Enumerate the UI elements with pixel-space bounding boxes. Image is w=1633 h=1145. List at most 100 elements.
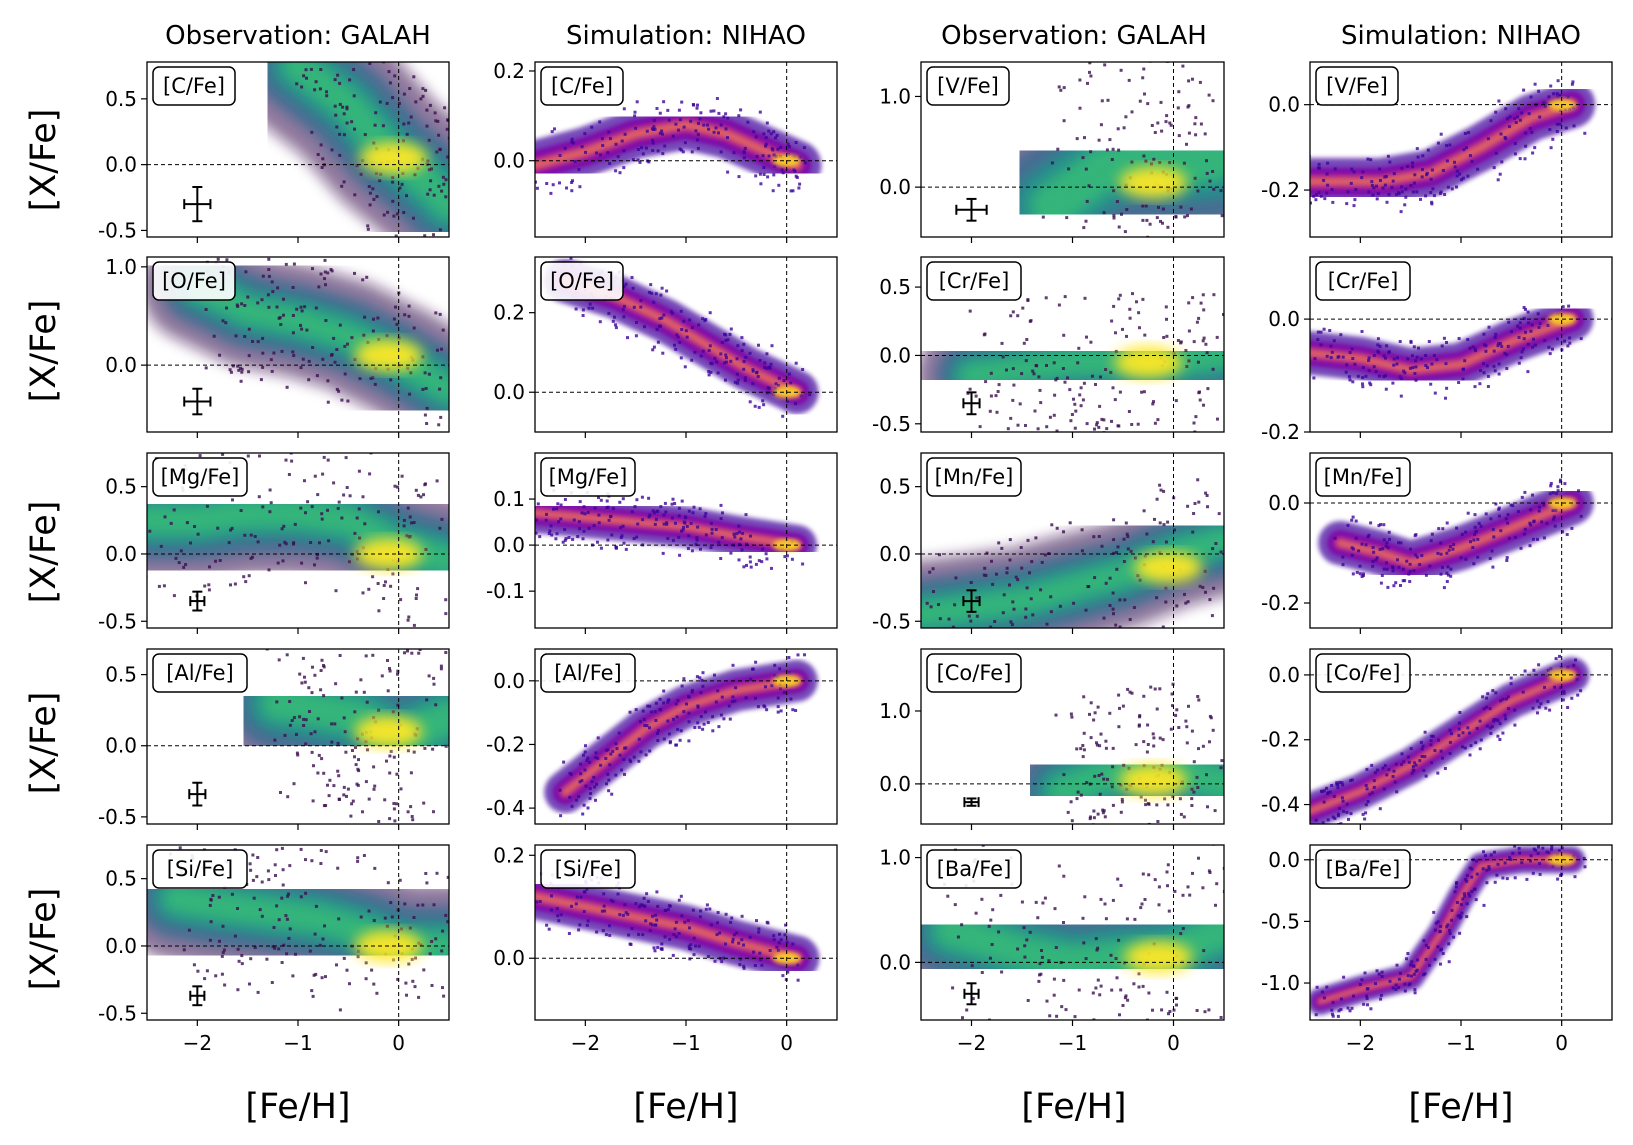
density-speckle xyxy=(1190,729,1194,733)
density-speckle xyxy=(430,984,434,987)
density-speckle xyxy=(1520,495,1524,499)
density-speckle xyxy=(1031,613,1035,617)
panel-label-box xyxy=(152,457,248,497)
density-speckle xyxy=(1214,903,1217,907)
density-speckle xyxy=(1220,214,1224,218)
density-speckle xyxy=(1019,546,1023,549)
density-speckle xyxy=(412,326,416,330)
density-speckle xyxy=(246,454,250,458)
density-speckle xyxy=(313,730,317,734)
density-speckle xyxy=(687,509,691,513)
density-speckle xyxy=(1516,115,1519,119)
density-speckle xyxy=(1518,157,1522,161)
density-speckle xyxy=(1413,988,1417,992)
density-speckle xyxy=(682,526,685,529)
density-speckle xyxy=(764,685,767,689)
density-speckle xyxy=(1427,340,1431,343)
density-speckle xyxy=(1075,797,1079,801)
density-speckle xyxy=(1419,357,1423,361)
density-speckle xyxy=(428,188,432,192)
density-speckle xyxy=(303,675,306,679)
density-speckle xyxy=(444,195,448,199)
density-speckle xyxy=(643,325,646,329)
density-speckle xyxy=(327,794,331,798)
density-speckle xyxy=(1445,571,1449,575)
y-tick-label: -0.4 xyxy=(1261,793,1300,817)
density-speckle xyxy=(1174,399,1178,403)
density-speckle xyxy=(387,70,391,74)
density-speckle xyxy=(701,671,705,675)
density-speckle xyxy=(1141,984,1145,988)
density-speckle xyxy=(1150,124,1154,127)
density-speckle xyxy=(596,736,600,740)
density-speckle xyxy=(364,654,368,658)
density-speckle xyxy=(1116,241,1119,244)
density-speckle xyxy=(1378,807,1382,811)
density-speckle xyxy=(291,350,295,354)
density-speckle xyxy=(217,895,221,899)
y-tick-label: 0.1 xyxy=(493,487,525,511)
density-speckle xyxy=(582,890,586,894)
density-speckle xyxy=(978,645,981,648)
density-speckle xyxy=(1570,82,1574,86)
density-speckle xyxy=(1399,394,1403,398)
density-speckle xyxy=(549,908,553,912)
density-speckle xyxy=(300,681,304,685)
density-speckle xyxy=(1058,604,1062,608)
density-speckle xyxy=(699,354,703,358)
density-speckle xyxy=(378,100,382,104)
density-speckle xyxy=(745,563,748,567)
density-speckle xyxy=(622,149,626,153)
density-speckle xyxy=(1053,393,1057,397)
density-speckle xyxy=(565,186,568,190)
density-speckle xyxy=(402,122,406,126)
density-speckle xyxy=(585,759,589,762)
panel-nihao-co: 0.0-0.2-0.4[Co/Fe] xyxy=(1261,648,1613,830)
density-speckle xyxy=(621,524,625,528)
density-speckle xyxy=(989,918,993,922)
density-speckle xyxy=(1503,861,1507,865)
density-speckle xyxy=(769,362,773,366)
y-tick-label: 0.5 xyxy=(105,867,137,891)
density-speckle xyxy=(982,573,986,577)
density-speckle xyxy=(260,298,264,302)
density-speckle xyxy=(1161,738,1165,742)
density-speckle xyxy=(1137,972,1141,976)
density-speckle xyxy=(772,934,776,938)
density-speckle xyxy=(535,531,538,535)
density-speckle xyxy=(1155,216,1159,220)
density-speckle xyxy=(1532,847,1536,851)
density-speckle xyxy=(744,355,748,359)
density-speckle xyxy=(1136,574,1140,578)
density-speckle xyxy=(362,690,366,694)
density-speckle xyxy=(1206,387,1210,391)
density-speckle xyxy=(404,981,408,985)
density-speckle xyxy=(353,755,356,759)
density-speckle xyxy=(1385,567,1389,571)
density-speckle xyxy=(583,768,587,772)
density-speckle xyxy=(1411,768,1415,772)
density-speckle xyxy=(1185,142,1188,146)
density-speckle xyxy=(611,899,615,903)
density-speckle xyxy=(1396,558,1399,562)
density-speckle xyxy=(698,117,702,121)
y-tick-label: -0.4 xyxy=(486,796,525,820)
density-speckle xyxy=(1372,365,1376,369)
density-speckle xyxy=(412,623,416,627)
density-speckle xyxy=(1205,159,1208,163)
density-speckle xyxy=(1153,878,1157,882)
density-speckle xyxy=(623,132,627,136)
density-speckle xyxy=(211,894,215,897)
panel-galah-mg: 0.50.0-0.5[Mg/Fe] xyxy=(98,452,450,634)
density-speckle xyxy=(652,118,656,122)
density-speckle xyxy=(801,562,805,566)
density-speckle xyxy=(1473,532,1477,536)
density-speckle xyxy=(363,315,367,319)
density-speckle xyxy=(1458,172,1462,176)
density-speckle xyxy=(1439,190,1443,194)
density-speckle xyxy=(607,789,611,793)
density-speckle xyxy=(1181,893,1185,897)
density-speckle xyxy=(1424,194,1428,198)
density-speckle xyxy=(997,541,1001,545)
density-speckle xyxy=(399,927,403,931)
